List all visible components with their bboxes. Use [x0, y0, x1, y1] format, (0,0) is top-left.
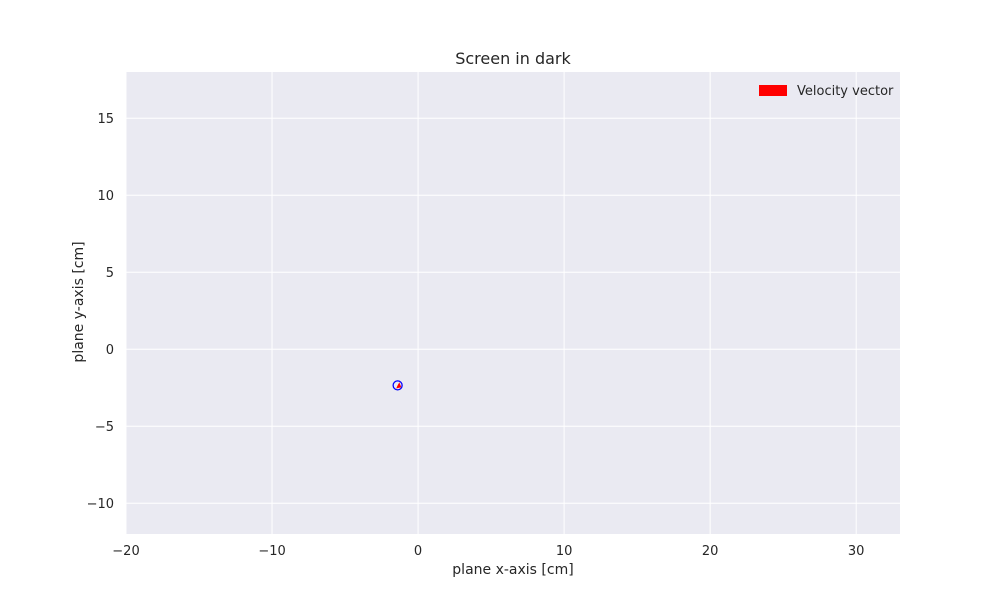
plot-area: [126, 72, 900, 534]
chart-title: Screen in dark: [455, 49, 571, 68]
data-marks: [392, 380, 403, 391]
grid-lines: [125, 72, 900, 534]
x-tick-label: 30: [848, 544, 865, 559]
x-tick-label: 20: [702, 544, 719, 559]
legend-label-velocity-vector: Velocity vector: [797, 84, 894, 99]
legend: Velocity vector: [759, 84, 894, 99]
y-tick-label: 0: [106, 343, 114, 358]
y-tick-label: −10: [87, 497, 114, 512]
legend-swatch-velocity-vector: [759, 85, 787, 96]
x-axis-label: plane x-axis [cm]: [452, 562, 573, 578]
x-tick-label: −20: [112, 544, 139, 559]
data-point: [392, 380, 403, 391]
y-tick-label: 10: [97, 189, 114, 204]
y-axis-label: plane y-axis [cm]: [71, 241, 87, 362]
x-tick-label: −10: [258, 544, 285, 559]
y-tick-label: −5: [95, 420, 114, 435]
velocity-vector-arrow: [396, 382, 402, 389]
x-tick-label: 10: [556, 544, 573, 559]
y-tick-label: 15: [97, 112, 114, 127]
tick-labels: −20 −10 0 10 20 30 −10 −5 0 5 10 15: [87, 112, 865, 559]
y-tick-label: 5: [106, 266, 114, 281]
x-tick-label: 0: [414, 544, 422, 559]
